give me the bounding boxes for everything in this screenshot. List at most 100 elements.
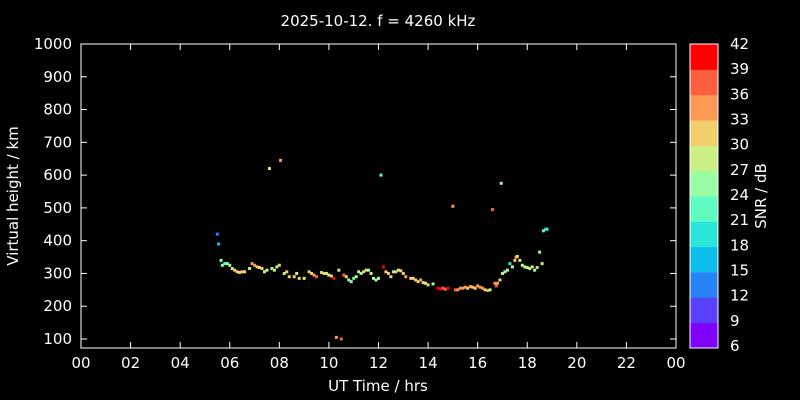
echo-point [339, 337, 343, 341]
x-tick-label: 14 [419, 354, 438, 372]
echo-point [520, 263, 524, 267]
echo-point [230, 267, 234, 271]
echo-point [396, 268, 400, 272]
echo-point [327, 273, 331, 277]
echo-point [471, 285, 475, 289]
echo-point [215, 232, 219, 236]
echo-point [322, 271, 326, 275]
echo-point [481, 286, 485, 290]
colorbar-tick-label: 33 [730, 111, 749, 129]
echo-point [443, 287, 447, 291]
echo-point [225, 262, 229, 266]
echo-point [530, 265, 534, 269]
echo-point [461, 286, 465, 290]
echo-point [312, 273, 316, 277]
echo-point [421, 281, 425, 285]
echo-point [468, 285, 472, 289]
echo-point [258, 266, 261, 270]
echo-point [401, 271, 405, 275]
x-tick-label: 22 [617, 354, 636, 372]
colorbar-tick-label: 18 [730, 236, 749, 254]
echo-point [384, 270, 388, 274]
echo-point [364, 268, 368, 272]
echo-point [533, 268, 537, 272]
echo-point [287, 275, 291, 279]
echo-point [424, 281, 428, 285]
colorbar-tick-label: 39 [730, 60, 749, 78]
echo-point [332, 276, 336, 280]
plot-area [80, 43, 677, 349]
echo-point [419, 278, 423, 282]
echo-point [292, 275, 296, 279]
echo-point [223, 262, 227, 266]
x-tick-label: 06 [220, 354, 239, 372]
echo-point [518, 258, 522, 262]
y-axis-label: Virtual height / km [4, 126, 22, 265]
echo-point [446, 286, 450, 290]
echo-point [535, 266, 539, 270]
echo-point [426, 283, 430, 287]
echo-point [334, 335, 338, 339]
x-tick-label: 18 [518, 354, 537, 372]
echo-point [510, 265, 514, 269]
echo-point [399, 269, 403, 273]
echo-point [478, 285, 482, 289]
colorbar-tick-label: 12 [730, 287, 749, 305]
echo-point [359, 271, 363, 275]
echo-point [344, 275, 348, 279]
echo-point [386, 271, 390, 275]
echo-point [476, 284, 480, 288]
colorbar-label: SNR / dB [752, 163, 770, 229]
echo-point [228, 263, 232, 267]
echo-point [515, 254, 519, 258]
echo-point [260, 267, 264, 271]
echo-point [253, 263, 257, 267]
y-tick-label: 400 [43, 232, 72, 250]
echo-point [240, 270, 244, 274]
y-axis: 100 200 300 400 500 600 700 800 900 1000 [34, 35, 676, 348]
echo-point [451, 204, 455, 208]
echo-point [525, 266, 529, 270]
echo-point [233, 268, 237, 272]
echo-point [404, 275, 408, 279]
echo-point [498, 278, 502, 282]
echo-point [496, 281, 499, 285]
x-tick-label: 00 [71, 354, 90, 372]
x-tick-label: 20 [567, 354, 586, 372]
echo-point [377, 276, 380, 280]
echo-point [503, 270, 507, 274]
echo-point [362, 270, 366, 274]
echo-point [295, 271, 299, 275]
colorbar-tick-label: 6 [730, 337, 740, 355]
y-tick-label: 500 [43, 199, 72, 217]
echo-point [453, 288, 457, 292]
echo-point [540, 262, 544, 266]
echo-point [431, 282, 435, 286]
x-tick-label: 00 [666, 354, 685, 372]
echo-point [337, 268, 341, 272]
echo-point [513, 258, 517, 262]
echo-point [441, 286, 445, 290]
colorbar-swatch [690, 69, 718, 96]
colorbar-swatch [690, 145, 718, 172]
echo-point [493, 281, 497, 285]
colorbar-swatch [690, 221, 718, 248]
plot-frame [80, 43, 677, 349]
echo-point [277, 263, 281, 267]
y-tick-label: 700 [43, 133, 72, 151]
x-tick-label: 16 [468, 354, 487, 372]
echo-point [235, 270, 239, 274]
echo-point [372, 276, 376, 280]
colorbar-swatch [690, 44, 718, 70]
echo-point [297, 276, 301, 280]
echo-point [319, 270, 323, 274]
echo-point [456, 288, 460, 292]
echo-point [409, 276, 413, 280]
colorbar-tick-label: 42 [730, 35, 749, 53]
echo-point [436, 286, 440, 290]
echo-point [545, 227, 549, 231]
echo-point [438, 287, 442, 291]
colorbar-tick-label: 36 [730, 85, 749, 103]
echo-point [217, 242, 221, 246]
